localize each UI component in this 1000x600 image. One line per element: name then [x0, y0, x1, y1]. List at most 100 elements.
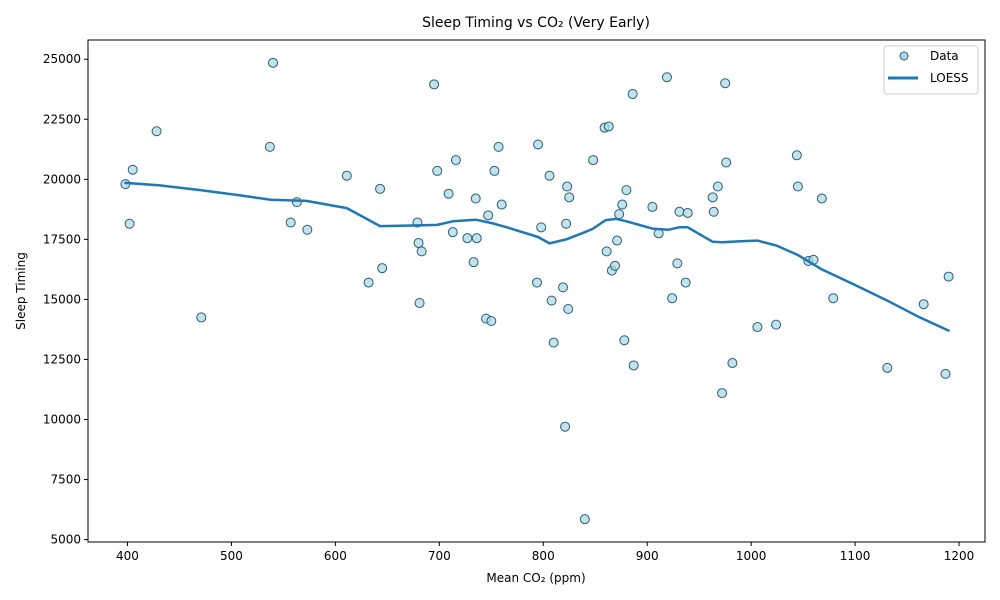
data-point-45 [579, 514, 590, 525]
data-point-28 [483, 210, 494, 221]
y-tick-label: 25000 [43, 52, 81, 66]
data-point-35 [536, 222, 547, 233]
x-tick-label: 1000 [736, 549, 767, 563]
data-point-13 [377, 263, 388, 274]
data-point-25 [470, 193, 481, 204]
data-point-26 [471, 233, 482, 244]
data-point-73 [727, 358, 738, 369]
data-point-34 [533, 139, 544, 150]
data-point-19 [432, 165, 443, 176]
data-point-52 [612, 235, 623, 246]
data-point-38 [548, 337, 559, 348]
data-point-29 [486, 316, 497, 327]
data-point-58 [628, 360, 639, 371]
data-point-48 [601, 246, 612, 257]
data-point-54 [617, 199, 628, 210]
legend-marker-data [899, 51, 909, 61]
data-point-61 [661, 72, 672, 83]
data-point-75 [771, 319, 782, 330]
data-point-21 [447, 227, 458, 238]
y-tick-label: 22500 [43, 112, 81, 126]
data-point-4 [196, 312, 207, 323]
data-point-17 [416, 246, 427, 257]
data-point-3 [151, 126, 162, 137]
x-tick-label: 800 [532, 549, 555, 563]
data-point-46 [588, 155, 599, 166]
data-point-81 [828, 293, 839, 304]
data-point-69 [712, 181, 723, 192]
data-point-67 [707, 192, 718, 203]
data-point-23 [462, 233, 473, 244]
y-tick-label: 15000 [43, 292, 81, 306]
data-point-85 [943, 271, 954, 282]
x-tick-label: 400 [116, 549, 139, 563]
y-tick-label: 20000 [43, 172, 81, 186]
data-point-65 [680, 277, 691, 288]
chart-title: Sleep Timing vs CO₂ (Very Early) [422, 15, 650, 31]
data-point-77 [792, 181, 803, 192]
plot-area [120, 57, 954, 525]
data-point-64 [674, 206, 685, 217]
data-point-36 [544, 170, 555, 181]
data-point-31 [493, 141, 504, 152]
data-point-53 [614, 209, 625, 220]
y-tick-label: 5000 [50, 533, 81, 547]
y-tick-label: 12500 [43, 352, 81, 366]
data-point-40 [560, 421, 571, 432]
data-point-49 [603, 121, 614, 132]
data-point-1 [124, 218, 135, 229]
x-axis: 400 500 600 700 800 900 1000 1100 1200 [116, 542, 974, 563]
x-tick-label: 500 [220, 549, 243, 563]
data-point-32 [496, 199, 507, 210]
data-point-24 [468, 257, 479, 268]
plot-frame [87, 39, 986, 543]
legend-label-data: Data [930, 49, 959, 63]
data-point-56 [621, 185, 632, 196]
legend-label-loess: LOESS [930, 71, 969, 85]
data-point-76 [791, 150, 802, 161]
x-tick-label: 700 [428, 549, 451, 563]
data-point-57 [627, 89, 638, 100]
data-point-37 [546, 295, 557, 306]
data-point-43 [563, 304, 574, 315]
x-tick-label: 600 [324, 549, 347, 563]
data-point-10 [341, 170, 352, 181]
data-point-83 [918, 299, 929, 310]
data-point-18 [429, 79, 440, 90]
data-point-72 [721, 157, 732, 168]
data-point-63 [672, 258, 683, 269]
data-point-12 [375, 183, 386, 194]
data-point-62 [667, 293, 678, 304]
data-point-7 [285, 217, 296, 228]
x-axis-title: Mean CO₂ (ppm) [486, 571, 585, 585]
data-point-9 [302, 224, 313, 235]
y-axis: 5000 7500 10000 12500 15000 17500 20000 22500 25… [43, 52, 88, 547]
legend: Data LOESS [883, 45, 979, 95]
data-point-51 [609, 260, 620, 271]
data-point-6 [268, 57, 279, 68]
y-axis-title: Sleep Timing [14, 252, 28, 330]
data-point-70 [717, 388, 728, 399]
data-point-84 [940, 368, 951, 379]
data-point-66 [682, 207, 693, 218]
data-point-33 [532, 277, 543, 288]
loess-line [124, 181, 950, 332]
data-point-2 [127, 164, 138, 175]
data-point-55 [619, 335, 630, 346]
data-point-20 [443, 188, 454, 199]
data-point-80 [816, 193, 827, 204]
y-tick-label: 7500 [50, 473, 81, 487]
data-point-59 [647, 201, 658, 212]
data-point-68 [708, 206, 719, 217]
data-point-8 [291, 197, 302, 208]
data-point-82 [882, 362, 893, 373]
data-point-16 [414, 298, 425, 309]
data-point-42 [562, 181, 573, 192]
x-tick-label: 900 [636, 549, 659, 563]
data-point-11 [363, 277, 374, 288]
data-point-71 [720, 78, 731, 89]
data-point-39 [558, 282, 569, 293]
data-point-22 [450, 155, 461, 166]
x-tick-label: 1200 [944, 549, 975, 563]
